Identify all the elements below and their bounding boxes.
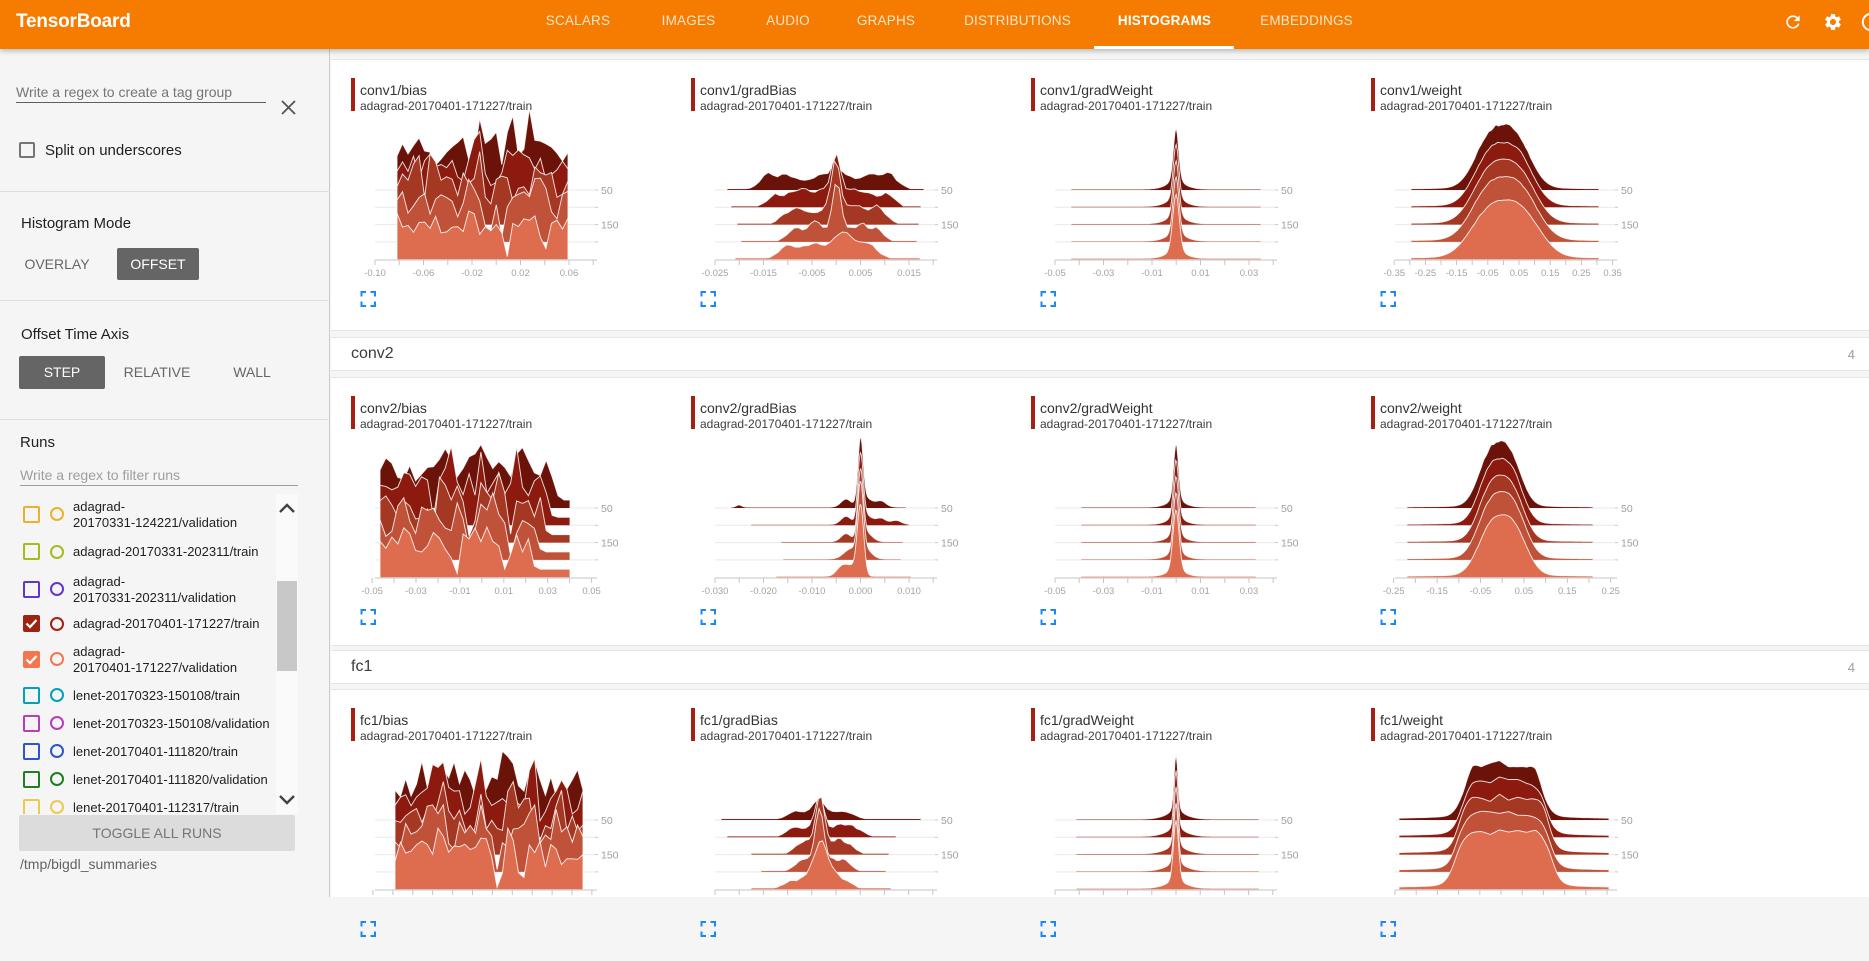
svg-text:0.03: 0.03 <box>1240 586 1259 597</box>
svg-text:-0.010: -0.010 <box>799 586 826 597</box>
svg-text:0.03: 0.03 <box>538 586 557 597</box>
svg-text:-0.06: -0.06 <box>413 268 435 279</box>
svg-text:0.01: 0.01 <box>1191 586 1210 597</box>
svg-text:0.005: 0.005 <box>849 268 873 279</box>
svg-text:adagrad-20170401-171227/train: adagrad-20170401-171227/train <box>700 99 872 113</box>
svg-text:adagrad-20170401-171227/train: adagrad-20170401-171227/train <box>1380 99 1552 113</box>
svg-text:-0.35: -0.35 <box>1383 268 1405 279</box>
svg-text:-0.05: -0.05 <box>1044 586 1066 597</box>
svg-text:0.35: 0.35 <box>1603 268 1622 279</box>
svg-text:150: 150 <box>1281 220 1299 232</box>
svg-text:-0.025: -0.025 <box>702 268 729 279</box>
svg-text:-0.05: -0.05 <box>1044 268 1066 279</box>
svg-text:-0.15: -0.15 <box>1446 268 1468 279</box>
svg-text:adagrad-20170401-171227/train: adagrad-20170401-171227/train <box>1040 729 1212 743</box>
svg-text:0.01: 0.01 <box>1191 268 1210 279</box>
svg-text:-0.05: -0.05 <box>1470 586 1492 597</box>
svg-text:50: 50 <box>601 503 613 515</box>
svg-text:0.015: 0.015 <box>897 268 921 279</box>
svg-text:50: 50 <box>941 815 953 827</box>
svg-text:50: 50 <box>1621 185 1633 197</box>
svg-text:50: 50 <box>1281 503 1293 515</box>
svg-text:fc1/bias: fc1/bias <box>360 712 408 728</box>
svg-text:150: 150 <box>941 220 959 232</box>
svg-text:0.06: 0.06 <box>560 268 579 279</box>
svg-text:adagrad-20170401-171227/train: adagrad-20170401-171227/train <box>360 99 532 113</box>
svg-text:fc1/gradBias: fc1/gradBias <box>700 712 778 728</box>
svg-text:150: 150 <box>601 850 619 862</box>
svg-text:0.05: 0.05 <box>582 586 601 597</box>
svg-text:fc1/weight: fc1/weight <box>1380 712 1443 728</box>
svg-text:0.15: 0.15 <box>1558 586 1577 597</box>
svg-text:-0.03: -0.03 <box>405 586 427 597</box>
svg-text:adagrad-20170401-171227/train: adagrad-20170401-171227/train <box>1380 729 1552 743</box>
svg-text:150: 150 <box>1621 220 1639 232</box>
svg-text:50: 50 <box>1281 185 1293 197</box>
svg-text:-0.01: -0.01 <box>1141 268 1163 279</box>
svg-text:150: 150 <box>1281 538 1299 550</box>
svg-text:-0.10: -0.10 <box>364 268 386 279</box>
svg-text:-0.01: -0.01 <box>1141 586 1163 597</box>
svg-text:50: 50 <box>601 815 613 827</box>
svg-text:-0.25: -0.25 <box>1415 268 1437 279</box>
svg-text:0.25: 0.25 <box>1572 268 1591 279</box>
svg-text:-0.15: -0.15 <box>1426 586 1448 597</box>
svg-text:conv2/weight: conv2/weight <box>1380 400 1462 416</box>
svg-text:0.15: 0.15 <box>1541 268 1560 279</box>
svg-text:150: 150 <box>1281 850 1299 862</box>
svg-text:adagrad-20170401-171227/train: adagrad-20170401-171227/train <box>360 417 532 431</box>
svg-text:150: 150 <box>601 220 619 232</box>
svg-text:-0.02: -0.02 <box>461 268 483 279</box>
svg-text:50: 50 <box>1621 815 1633 827</box>
svg-text:-0.005: -0.005 <box>799 268 826 279</box>
svg-text:adagrad-20170401-171227/train: adagrad-20170401-171227/train <box>700 729 872 743</box>
svg-text:0.05: 0.05 <box>1515 586 1534 597</box>
svg-text:conv1/bias: conv1/bias <box>360 82 427 98</box>
svg-text:conv1/weight: conv1/weight <box>1380 82 1462 98</box>
svg-text:-0.01: -0.01 <box>449 586 471 597</box>
svg-text:adagrad-20170401-171227/train: adagrad-20170401-171227/train <box>360 729 532 743</box>
svg-text:-0.03: -0.03 <box>1093 586 1115 597</box>
svg-text:150: 150 <box>941 538 959 550</box>
svg-text:-0.03: -0.03 <box>1093 268 1115 279</box>
svg-text:-0.05: -0.05 <box>1477 268 1499 279</box>
svg-text:conv2/gradWeight: conv2/gradWeight <box>1040 400 1153 416</box>
svg-text:conv2/gradBias: conv2/gradBias <box>700 400 797 416</box>
svg-text:50: 50 <box>941 185 953 197</box>
svg-text:0.02: 0.02 <box>511 268 530 279</box>
svg-text:0.03: 0.03 <box>1240 268 1259 279</box>
svg-text:50: 50 <box>1281 815 1293 827</box>
svg-text:adagrad-20170401-171227/train: adagrad-20170401-171227/train <box>700 417 872 431</box>
svg-text:150: 150 <box>601 538 619 550</box>
svg-text:adagrad-20170401-171227/train: adagrad-20170401-171227/train <box>1040 99 1212 113</box>
svg-text:0.05: 0.05 <box>1510 268 1529 279</box>
svg-text:conv1/gradBias: conv1/gradBias <box>700 82 797 98</box>
svg-text:adagrad-20170401-171227/train: adagrad-20170401-171227/train <box>1380 417 1552 431</box>
svg-text:50: 50 <box>941 503 953 515</box>
svg-text:-0.05: -0.05 <box>361 586 383 597</box>
svg-text:0.25: 0.25 <box>1601 586 1620 597</box>
svg-text:-0.015: -0.015 <box>750 268 777 279</box>
svg-text:-0.020: -0.020 <box>750 586 777 597</box>
svg-text:adagrad-20170401-171227/train: adagrad-20170401-171227/train <box>1040 417 1212 431</box>
svg-text:conv1/gradWeight: conv1/gradWeight <box>1040 82 1153 98</box>
svg-text:-0.030: -0.030 <box>702 586 729 597</box>
svg-text:50: 50 <box>1621 503 1633 515</box>
svg-text:150: 150 <box>941 850 959 862</box>
svg-text:150: 150 <box>1621 850 1639 862</box>
svg-text:conv2/bias: conv2/bias <box>360 400 427 416</box>
svg-text:fc1/gradWeight: fc1/gradWeight <box>1040 712 1134 728</box>
svg-text:150: 150 <box>1621 538 1639 550</box>
svg-text:0.01: 0.01 <box>495 586 514 597</box>
svg-text:-0.25: -0.25 <box>1383 586 1405 597</box>
svg-text:50: 50 <box>601 185 613 197</box>
svg-text:0.010: 0.010 <box>897 586 921 597</box>
svg-text:0.000: 0.000 <box>849 586 873 597</box>
